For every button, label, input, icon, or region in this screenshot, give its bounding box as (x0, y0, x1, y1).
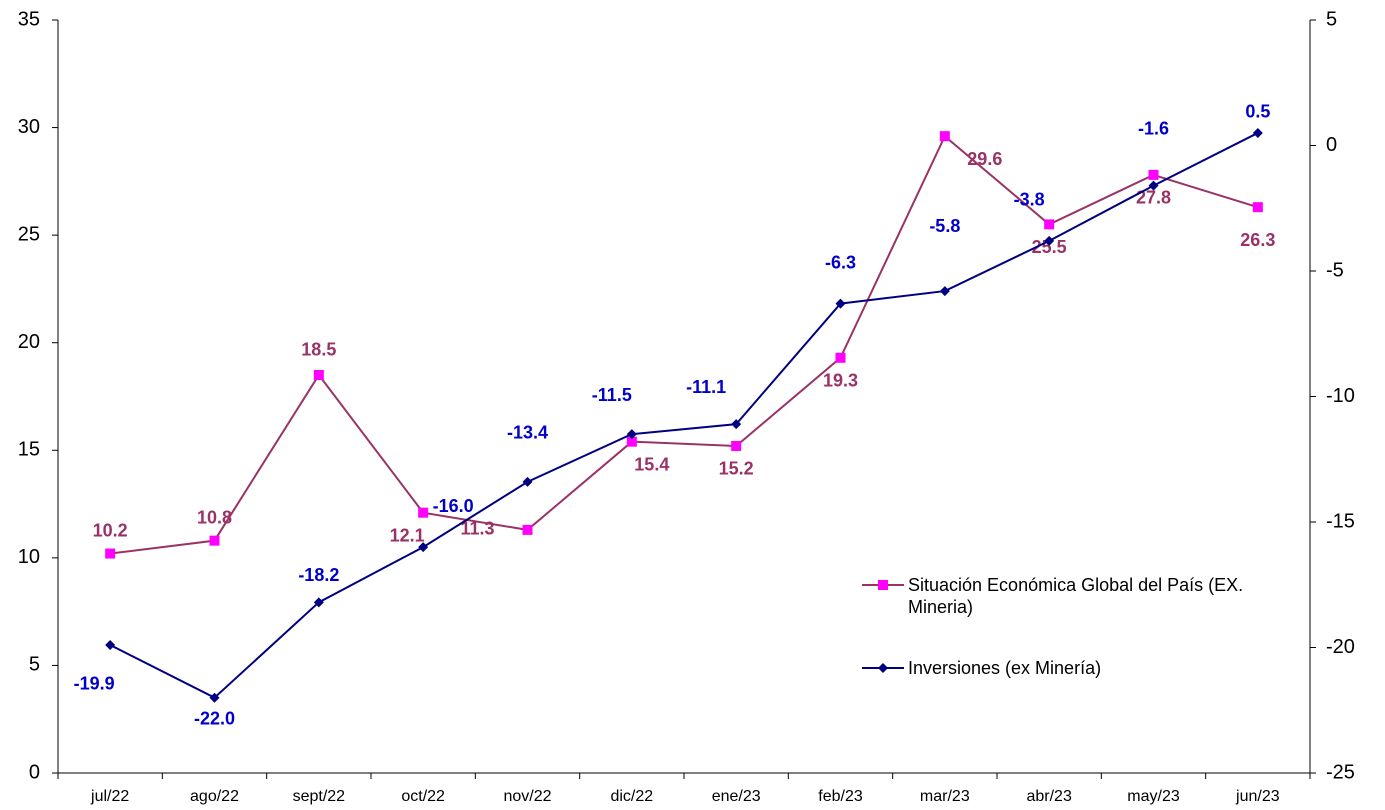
x-tick-label: nov/22 (503, 788, 551, 805)
x-tick-label: ene/23 (712, 788, 761, 805)
y-tick-label: 25 (18, 223, 40, 245)
data-label: 19.3 (823, 371, 858, 391)
marker (313, 597, 324, 608)
data-label: 26.3 (1240, 230, 1275, 250)
marker (1044, 235, 1055, 246)
legend-marker (878, 580, 888, 590)
y-tick-label: 5 (29, 654, 40, 676)
y2-tick-label: 5 (1326, 8, 1337, 30)
series-line (109, 132, 1259, 699)
data-label: -6.3 (825, 252, 856, 272)
marker (209, 535, 220, 546)
marker (1044, 219, 1055, 230)
y-tick-label: 30 (18, 116, 40, 138)
y-tick-label: 10 (18, 546, 40, 568)
marker (522, 476, 533, 487)
data-label: -19.9 (74, 674, 115, 694)
marker (939, 286, 950, 297)
x-tick-label: mar/23 (920, 788, 970, 805)
marker (731, 440, 742, 451)
data-label: 12.1 (390, 525, 425, 545)
marker (731, 419, 742, 430)
x-tick-label: jul/22 (90, 788, 129, 805)
data-label: 18.5 (301, 340, 336, 360)
data-label: -1.6 (1138, 118, 1169, 138)
marker (1148, 169, 1159, 180)
data-label: 11.3 (460, 519, 494, 539)
y2-tick-label: -5 (1326, 259, 1344, 281)
y-tick-label: 0 (29, 761, 40, 783)
legend-marker (878, 663, 888, 673)
data-label: 29.6 (967, 149, 1002, 169)
marker (939, 131, 950, 142)
x-tick-label: may/23 (1127, 788, 1180, 805)
data-label: -22.0 (194, 708, 235, 728)
data-label: -13.4 (507, 423, 548, 443)
data-label: 15.2 (719, 459, 754, 479)
data-label: 25.5 (1032, 237, 1067, 257)
y2-tick-label: -20 (1326, 636, 1355, 658)
data-label: -16.0 (433, 496, 474, 516)
marker (1252, 127, 1263, 138)
marker (313, 369, 324, 380)
y2-tick-label: -25 (1326, 761, 1355, 783)
data-label: 10.2 (93, 520, 128, 540)
data-label: -18.2 (298, 565, 339, 585)
legend-label: Situación Económica Global del País (EX.… (908, 575, 1244, 617)
data-label: -11.1 (686, 377, 726, 397)
x-tick-label: feb/23 (818, 788, 863, 805)
y-tick-label: 20 (18, 331, 40, 353)
y-tick-label: 15 (18, 439, 40, 461)
x-tick-label: ago/22 (190, 788, 239, 805)
marker (1148, 180, 1159, 191)
x-tick-label: sept/22 (293, 788, 346, 805)
x-tick-label: abr/23 (1026, 788, 1071, 805)
data-label: -11.5 (592, 385, 632, 405)
marker (209, 692, 220, 703)
marker (626, 429, 637, 440)
marker (626, 436, 637, 447)
x-tick-label: oct/22 (401, 788, 445, 805)
data-label: 0.5 (1245, 102, 1270, 122)
marker (105, 639, 116, 650)
data-label: -5.8 (929, 216, 960, 236)
marker (835, 352, 846, 363)
marker (522, 524, 533, 535)
marker (418, 507, 429, 518)
marker (418, 542, 429, 553)
legend-label: Inversiones (ex Minería) (908, 658, 1102, 678)
y-tick-label: 35 (18, 8, 40, 30)
data-label: 27.8 (1136, 188, 1171, 208)
x-tick-label: dic/22 (610, 788, 653, 805)
x-tick-label: jun/23 (1235, 788, 1280, 805)
y2-tick-label: 0 (1326, 134, 1337, 156)
data-label: -3.8 (1014, 190, 1045, 210)
data-label: 10.8 (197, 507, 232, 527)
marker (105, 548, 116, 559)
y2-tick-label: -10 (1326, 385, 1355, 407)
series-line (110, 134, 1259, 555)
marker (1252, 202, 1263, 213)
marker (835, 298, 846, 309)
y2-tick-label: -15 (1326, 510, 1355, 532)
data-label: 15.4 (634, 454, 669, 474)
